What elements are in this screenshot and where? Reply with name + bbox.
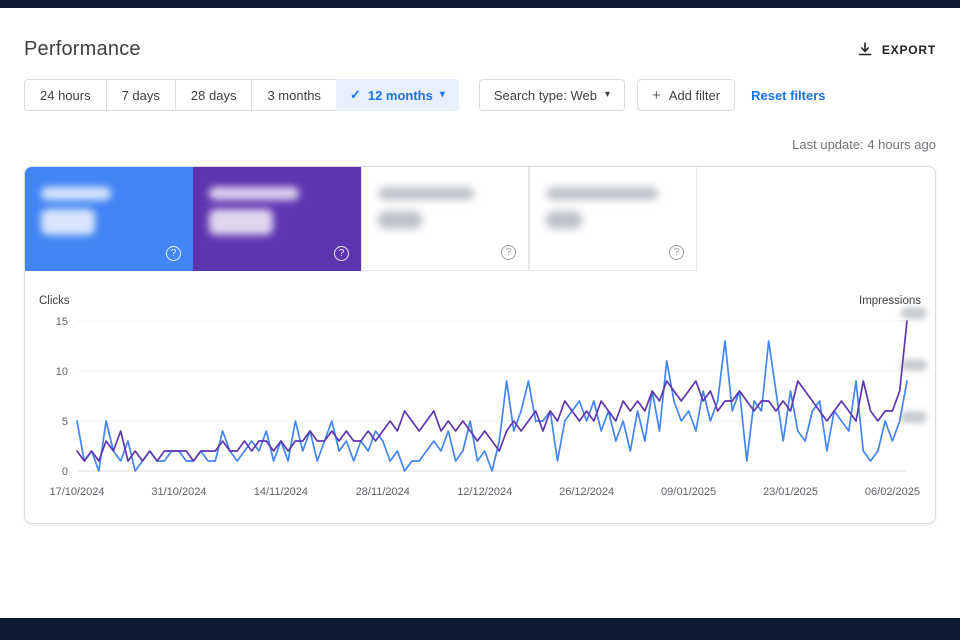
top-navigation-bar <box>0 0 960 8</box>
svg-text:06/02/2025: 06/02/2025 <box>865 486 920 498</box>
help-icon[interactable]: ? <box>334 246 349 261</box>
blurred-label <box>378 187 474 200</box>
average-ctr-tile[interactable]: ? <box>361 167 529 271</box>
svg-text:09/01/2025: 09/01/2025 <box>661 486 716 498</box>
add-filter-button[interactable]: + Add filter <box>637 79 736 111</box>
tab-12-months[interactable]: ✓ 12 months ▾ <box>335 79 459 111</box>
date-range-tabs: 24 hours 7 days 28 days 3 months ✓ 12 mo… <box>24 79 459 111</box>
svg-text:10: 10 <box>56 366 68 378</box>
filter-chips: Search type: Web ▾ + Add filter Reset fi… <box>478 79 826 111</box>
blurred-value <box>378 211 422 229</box>
svg-text:14/11/2024: 14/11/2024 <box>254 486 308 498</box>
plus-icon: + <box>652 86 661 104</box>
chevron-down-icon: ▾ <box>439 89 445 100</box>
export-button[interactable]: EXPORT <box>857 41 936 58</box>
chevron-down-icon: ▾ <box>604 89 611 100</box>
blurred-right-axis-value <box>901 359 927 371</box>
svg-text:5: 5 <box>62 416 68 428</box>
svg-text:31/10/2024: 31/10/2024 <box>151 486 206 498</box>
svg-text:23/01/2025: 23/01/2025 <box>763 486 818 498</box>
tab-3-months[interactable]: 3 months <box>251 79 337 111</box>
performance-chart: Clicks Impressions 0 5 10 15 17/10/2024 31/10… <box>25 271 935 507</box>
svg-text:12/12/2024: 12/12/2024 <box>457 486 512 498</box>
reset-filters-link[interactable]: Reset filters <box>751 87 826 103</box>
svg-text:15: 15 <box>56 316 68 328</box>
blurred-value <box>546 211 582 229</box>
svg-text:26/12/2024: 26/12/2024 <box>559 486 614 498</box>
svg-text:0: 0 <box>62 466 68 478</box>
svg-text:28/11/2024: 28/11/2024 <box>356 486 410 498</box>
last-update-text: Last update: 4 hours ago <box>792 137 936 152</box>
left-axis-title: Clicks <box>39 295 70 307</box>
total-impressions-tile[interactable]: ? <box>193 167 361 271</box>
performance-page: Performance EXPORT 24 hours 7 days 28 da… <box>0 38 960 524</box>
total-clicks-tile[interactable]: ? <box>25 167 193 271</box>
blurred-value <box>209 209 273 235</box>
blurred-label <box>546 187 658 200</box>
tab-24-hours[interactable]: 24 hours <box>24 79 107 111</box>
search-type-dropdown[interactable]: Search type: Web ▾ <box>478 79 626 111</box>
filter-row: 24 hours 7 days 28 days 3 months ✓ 12 mo… <box>24 79 936 111</box>
help-icon[interactable]: ? <box>166 246 181 261</box>
bottom-bar <box>0 618 960 640</box>
export-label: EXPORT <box>881 42 936 57</box>
help-icon[interactable]: ? <box>501 245 516 260</box>
page-title: Performance <box>24 38 141 60</box>
metric-tiles: ? ? ? ? <box>25 167 935 271</box>
help-icon[interactable]: ? <box>669 245 684 260</box>
blurred-right-axis-value <box>901 411 927 423</box>
download-icon <box>857 41 873 58</box>
tab-28-days[interactable]: 28 days <box>174 79 253 111</box>
check-icon: ✓ <box>349 87 361 102</box>
svg-text:17/10/2024: 17/10/2024 <box>49 486 104 498</box>
blurred-right-axis-value <box>901 307 927 319</box>
performance-panel: ? ? ? ? Clicks Impressions <box>24 166 936 524</box>
axis-titles: Clicks Impressions <box>39 295 921 307</box>
blurred-label <box>41 187 111 200</box>
average-position-tile[interactable]: ? <box>529 167 697 271</box>
page-header: Performance EXPORT <box>24 38 936 61</box>
blurred-value <box>41 209 95 235</box>
blurred-label <box>209 187 299 200</box>
right-axis-title: Impressions <box>859 295 921 307</box>
tab-7-days[interactable]: 7 days <box>105 79 176 111</box>
line-chart[interactable]: 0 5 10 15 17/10/2024 31/10/2024 14/11/2024 28/1… <box>39 309 923 507</box>
